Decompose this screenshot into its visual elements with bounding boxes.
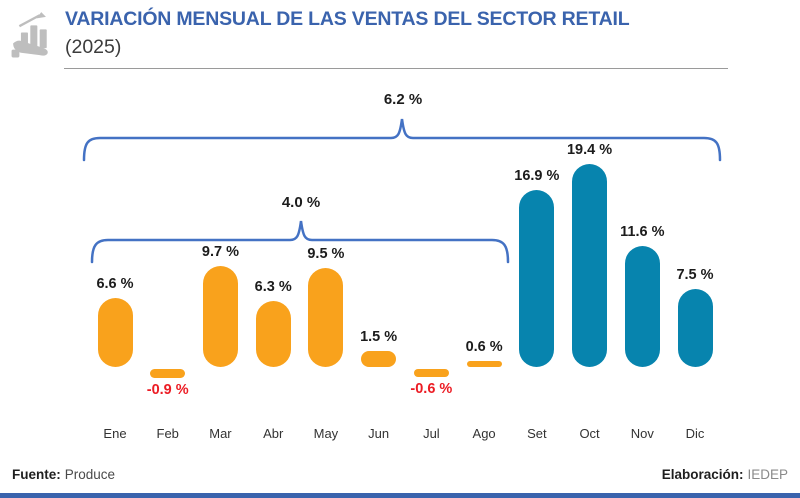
bar-value-label: 9.5 % [307,246,345,262]
bar-abr [255,301,291,367]
month-label: Nov [630,426,654,441]
month-label: Dic [685,426,705,441]
bar-value-label: 7.5 % [676,267,714,283]
month-label: Ene [103,426,127,441]
bar-jul [413,369,449,377]
bar-value-label: 9.7 % [201,244,239,260]
bar-dic [677,289,713,367]
bar-value-label: 16.9 % [514,168,560,184]
month-label: Jun [368,426,390,441]
bar-mar [202,266,238,367]
month-label: Jul [423,426,440,441]
bracket-total-label: 6.2 % [383,91,423,108]
month-label: Feb [156,426,179,441]
bottom-accent-bar [0,493,800,498]
bar-value-label: -0.6 % [410,381,453,397]
source-note: Fuente: Produce [12,467,115,482]
month-label: Abr [263,426,284,441]
bar-oct [572,164,608,367]
month-label: Ago [472,426,496,441]
bar-value-label: 1.5 % [360,329,398,345]
elaboration-note: Elaboración: IEDEP [662,467,788,482]
bar-ene [97,298,133,367]
month-label: Set [527,426,547,441]
month-label: Oct [579,426,600,441]
page-title: VARIACIÓN MENSUAL DE LAS VENTAS DEL SECT… [65,8,630,30]
bar-value-label: 19.4 % [566,142,613,158]
source-label: Fuente: [12,467,61,482]
bar-feb [150,369,186,378]
month-label: Mar [209,426,232,441]
bar-nov [624,246,660,367]
bar-value-label: 0.6 % [465,339,503,355]
bar-ago [466,361,502,367]
elaboration-value: IEDEP [747,467,788,482]
bar-value-label: -0.9 % [146,382,189,398]
month-label: May [313,426,339,441]
page-subtitle: (2025) [65,36,122,58]
bar-may [308,268,344,367]
title-divider [64,68,728,69]
source-value: Produce [64,467,116,482]
bar-value-label: 11.6 % [620,224,665,240]
hand-holding-growth-chart-icon [11,12,48,58]
bar-jun [361,351,397,367]
bar-value-label: 6.3 % [254,279,292,295]
bar-value-label: 6.6 % [96,276,134,292]
bracket-partial-label: 4.0 % [281,194,321,211]
bar-set [519,190,555,367]
elaboration-label: Elaboración: [661,467,744,482]
